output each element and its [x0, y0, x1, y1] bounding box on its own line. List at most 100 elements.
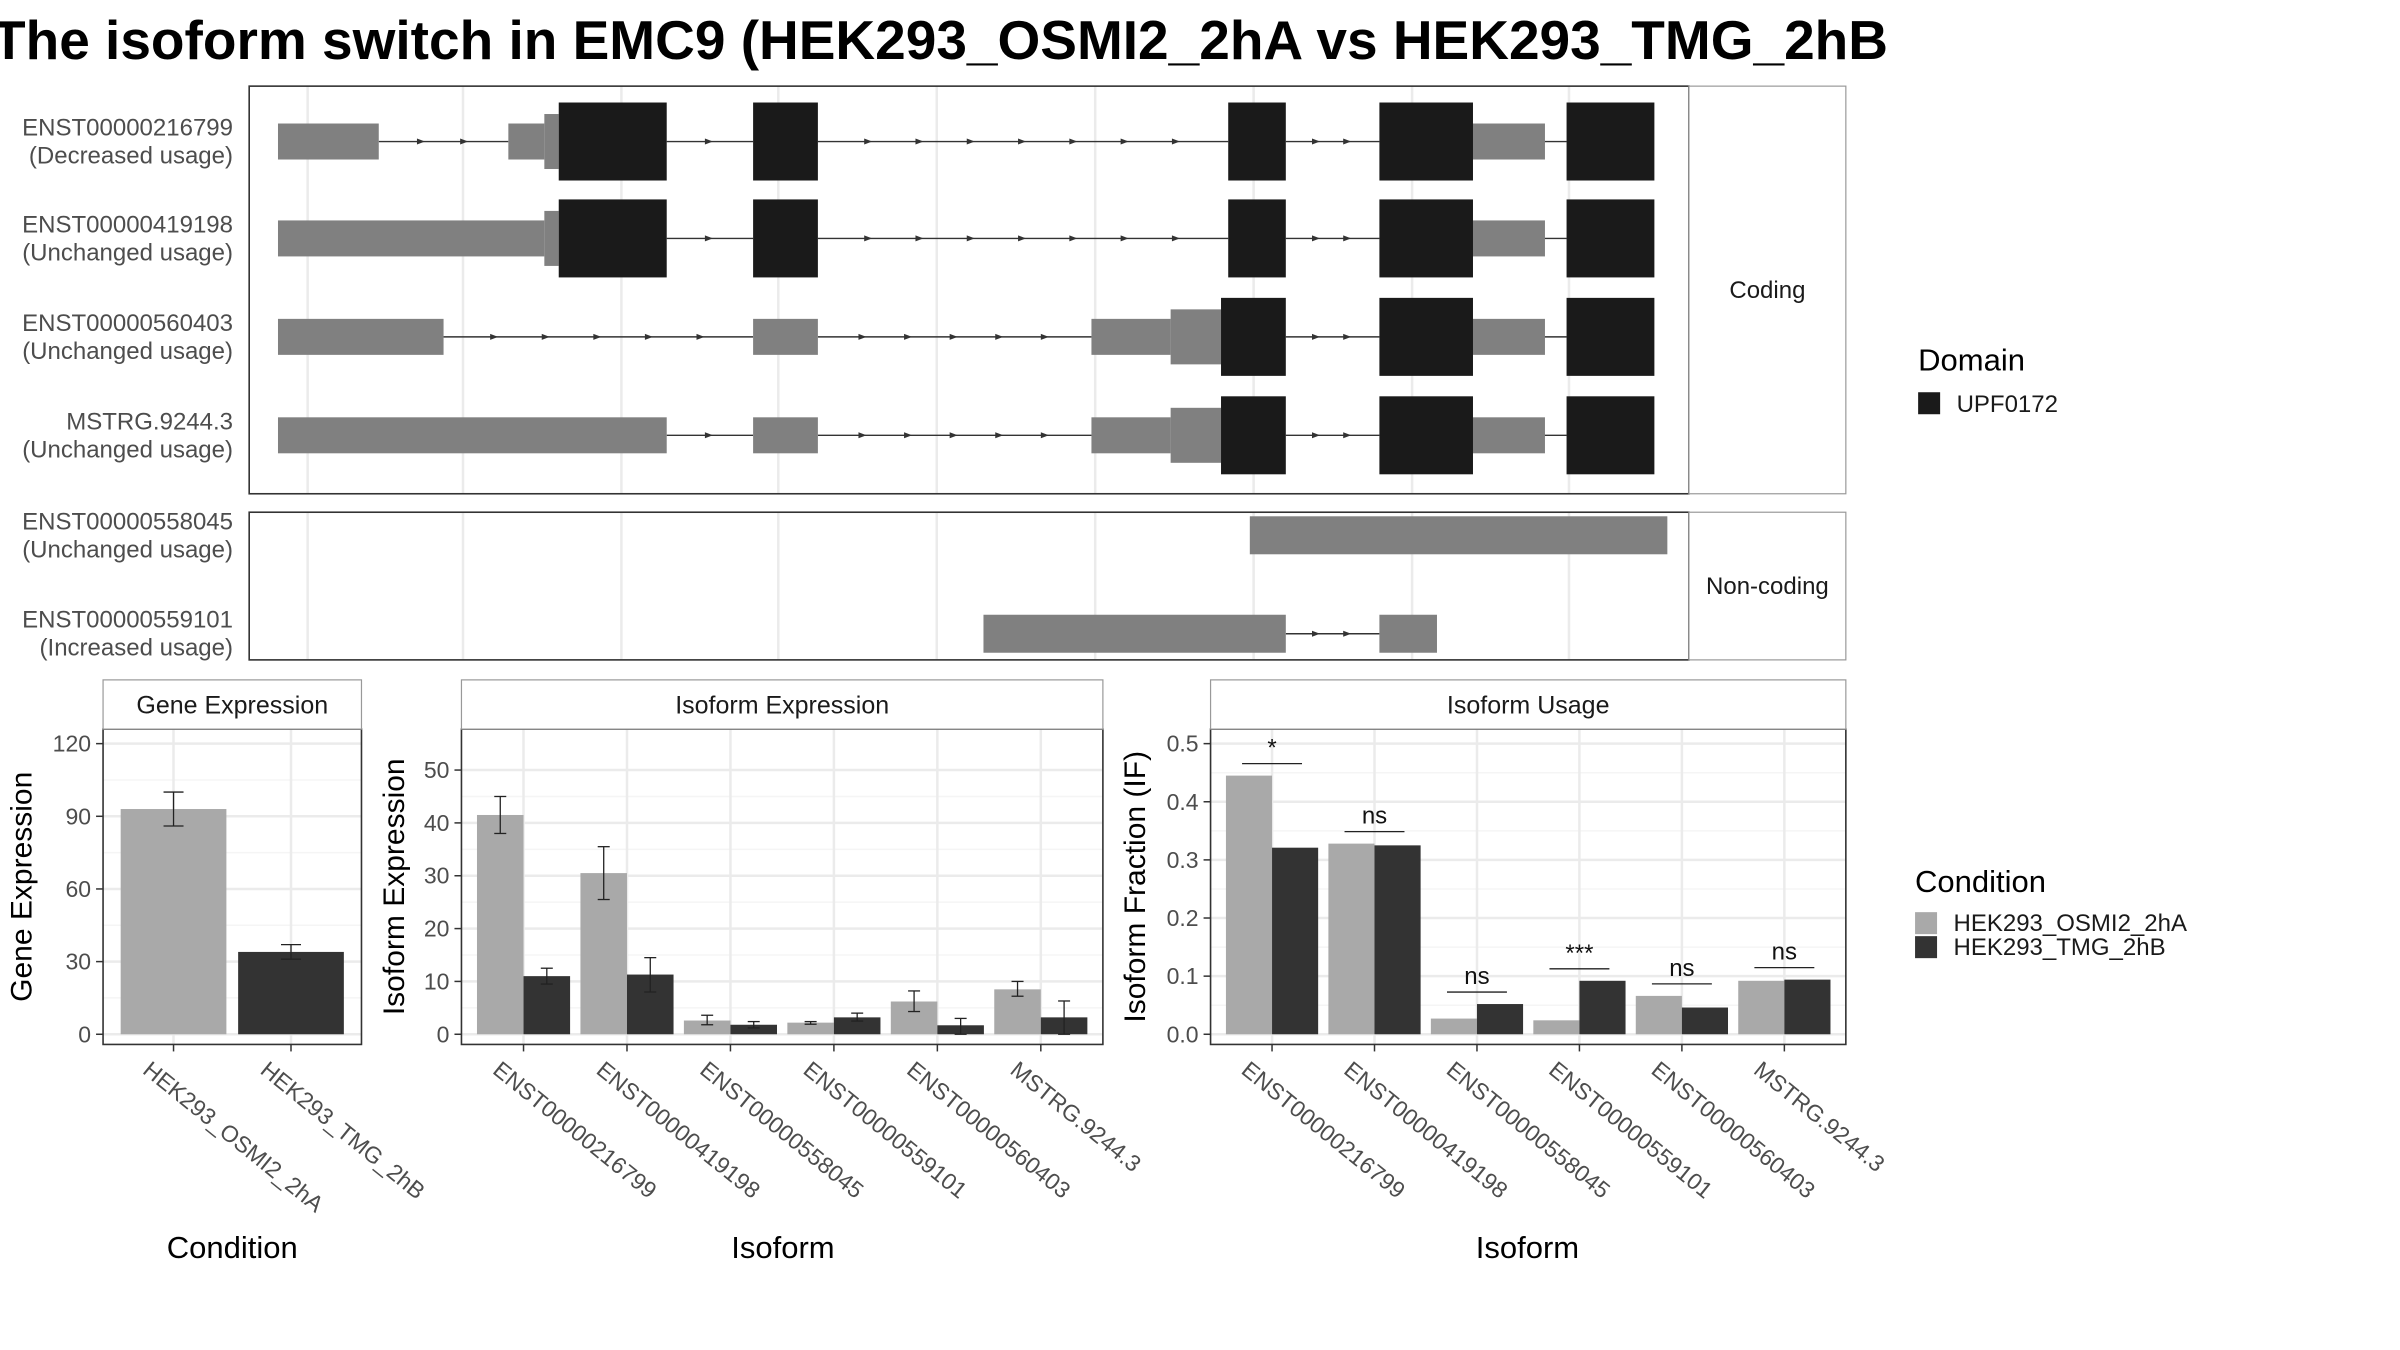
intron-arrow: [966, 138, 975, 145]
intron-arrow: [1040, 432, 1049, 439]
domain-exon: [753, 199, 818, 278]
gene-expression-title: Gene Expression: [136, 691, 328, 719]
intron-arrow: [704, 432, 713, 439]
intron-arrow: [1312, 235, 1321, 242]
bar: [1635, 995, 1682, 1035]
utr-exon: [277, 220, 545, 257]
y-tick-label: 0: [437, 1021, 450, 1047]
condition-legend-label: HEK293_TMG_2hB: [1954, 934, 2166, 961]
cds-exon: [544, 114, 559, 170]
significance-label: ns: [1669, 955, 1694, 982]
intron-arrow: [1171, 235, 1180, 242]
intron-arrow: [995, 432, 1004, 439]
transcript-name: ENST00000559101: [22, 607, 233, 634]
domain-exon: [1566, 297, 1655, 376]
isoform-expression-x-axis-title: Isoform: [731, 1230, 834, 1265]
y-tick-label: 0.4: [1167, 789, 1199, 815]
intron-arrow: [593, 333, 602, 340]
transcript-name: MSTRG.9244.3: [66, 408, 233, 435]
intron-arrow: [858, 333, 867, 340]
noncoding-exon: [1379, 614, 1437, 653]
intron-arrow: [1312, 138, 1321, 145]
y-tick-label: 10: [424, 968, 450, 994]
significance-label: *: [1267, 735, 1276, 762]
y-tick-label: 0.5: [1167, 731, 1199, 757]
domain-exon: [1221, 396, 1286, 475]
intron-arrow: [460, 138, 469, 145]
bar: [476, 814, 524, 1035]
significance-label: ns: [1772, 939, 1797, 966]
condition-legend-label: HEK293_OSMI2_2hA: [1954, 910, 2187, 937]
utr-exon: [277, 318, 444, 355]
intron-arrow: [858, 432, 867, 439]
noncoding-panel-strip: [1688, 511, 1847, 661]
bar: [1272, 847, 1319, 1035]
transcript-name: ENST00000419198: [22, 211, 233, 238]
y-tick-label: 90: [65, 803, 91, 829]
intron-arrow: [1069, 235, 1078, 242]
transcript-usage: (Unchanged usage): [22, 338, 233, 365]
transcript-usage: (Unchanged usage): [22, 536, 233, 563]
gene-expression-y-axis-title: Gene Expression: [6, 772, 39, 1002]
bar: [1681, 1007, 1729, 1035]
intron-arrow: [1343, 138, 1352, 145]
bar: [833, 1017, 881, 1035]
intron-arrow: [1343, 432, 1352, 439]
intron-arrow: [644, 333, 653, 340]
intron-arrow: [864, 138, 873, 145]
noncoding-exon: [983, 614, 1286, 653]
isoform-usage-strip: [1209, 679, 1847, 730]
isoform-expression-strip: [460, 679, 1104, 730]
bar: [730, 1024, 778, 1035]
utr-exon: [508, 123, 545, 160]
noncoding-exon: [1249, 516, 1668, 555]
transcript-usage: (Unchanged usage): [22, 436, 233, 463]
transcript-usage: (Increased usage): [40, 635, 233, 662]
transcript-name: ENST00000216799: [22, 115, 233, 142]
intron-arrow: [1018, 235, 1027, 242]
transcript-name: ENST00000560403: [22, 310, 233, 337]
intron-arrow: [904, 432, 913, 439]
y-tick-label: 20: [424, 916, 450, 942]
y-tick-label: 0: [78, 1021, 91, 1047]
transcript-name: ENST00000558045: [22, 508, 233, 535]
transcript-usage: (Unchanged usage): [22, 239, 233, 266]
intron-arrow: [949, 432, 958, 439]
condition-legend-title: Condition: [1915, 864, 2046, 899]
y-tick-label: 0.2: [1167, 905, 1199, 931]
y-tick-label: 0.3: [1167, 847, 1199, 873]
intron-arrow: [904, 333, 913, 340]
intron-arrow: [1171, 138, 1180, 145]
domain-exon: [1228, 102, 1286, 181]
significance-label: ***: [1565, 940, 1593, 967]
intron-arrow: [704, 235, 713, 242]
utr-exon: [1091, 318, 1171, 355]
isoform-expression-title: Isoform Expression: [675, 691, 889, 719]
cds-exon: [1170, 309, 1222, 365]
isoform-usage-y-axis-title: Isoform Fraction (IF): [1119, 751, 1152, 1023]
condition-legend-key: [1915, 912, 1938, 935]
domain-legend-key: [1918, 392, 1941, 415]
bar: [1579, 980, 1626, 1035]
gene-expression-x-axis-title: Condition: [167, 1230, 298, 1265]
isoform-expression-y-axis-title: Isoform Expression: [378, 758, 411, 1015]
domain-legend-title: Domain: [1918, 343, 2025, 378]
bar: [683, 1020, 731, 1035]
domain-exon: [1228, 199, 1286, 278]
significance-label: ns: [1464, 963, 1489, 990]
intron-arrow: [1120, 138, 1129, 145]
isoform-usage-x-axis-title: Isoform: [1476, 1230, 1579, 1265]
domain-exon: [1379, 199, 1473, 278]
intron-arrow: [1343, 630, 1352, 637]
intron-arrow: [704, 138, 713, 145]
noncoding-panel-strip-label: Non-coding: [1706, 573, 1829, 600]
y-tick-label: 120: [53, 731, 91, 757]
coding-panel-strip: [1688, 85, 1847, 495]
domain-exon: [1379, 297, 1473, 376]
domain-legend-label: UPF0172: [1957, 391, 2058, 418]
intron-arrow: [1040, 333, 1049, 340]
coding-panel-strip-label: Coding: [1729, 277, 1805, 304]
domain-exon: [1379, 102, 1473, 181]
utr-exon: [277, 417, 667, 454]
significance-label: ns: [1362, 803, 1387, 830]
